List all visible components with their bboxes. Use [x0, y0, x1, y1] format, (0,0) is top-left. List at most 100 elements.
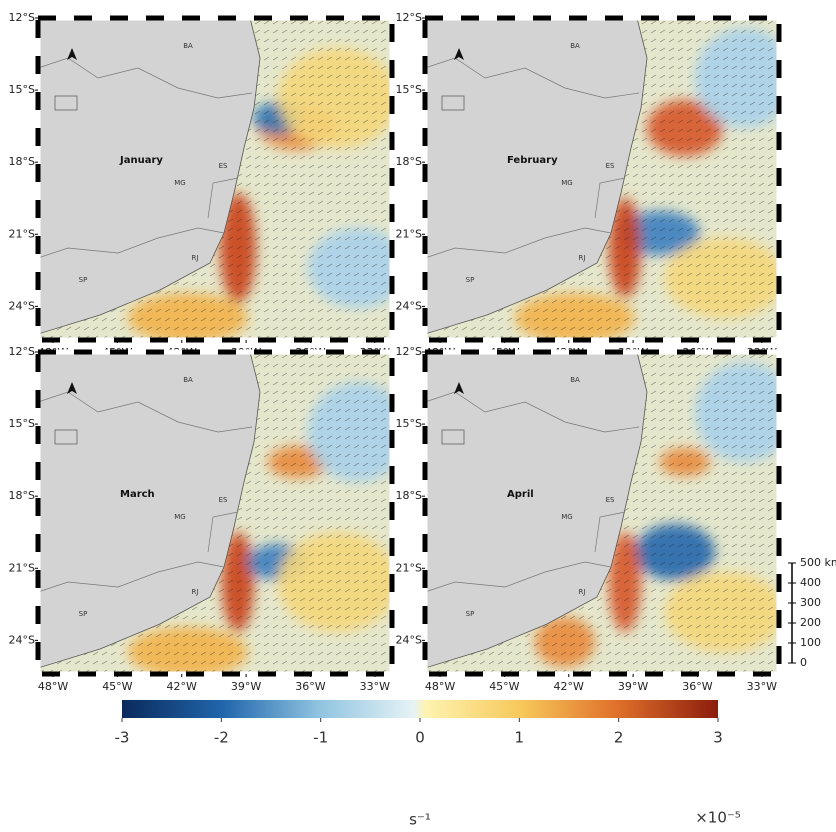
map-panel: BA MG ES RJ SP April 12°S 15°S 18°S 21°S 24°S 48°W 4…: [396, 345, 782, 693]
lat-tick-label: 24°S: [9, 633, 35, 646]
lon-tick-label: 42°W: [167, 680, 197, 693]
region-label: ES: [219, 496, 228, 504]
frame-dashes: [422, 349, 782, 677]
region-label: RJ: [579, 254, 586, 262]
state-border: [207, 511, 239, 553]
colorbar-tick-label: 2: [614, 729, 624, 747]
lon-tick-label: 39°W: [231, 680, 261, 693]
colorbar-tick-label: 1: [515, 729, 525, 747]
scale-tick-label: 100: [800, 636, 821, 649]
region-label: SP: [466, 610, 475, 618]
lat-tick-label: 21°S: [396, 227, 422, 240]
region-label: SP: [79, 276, 88, 284]
region-label: RJ: [192, 254, 199, 262]
df-outline: [441, 429, 465, 445]
region-label: RJ: [579, 588, 586, 596]
state-border: [594, 511, 626, 553]
land: [38, 18, 261, 335]
colorbar: [122, 700, 718, 718]
scale-tick-label: 500 km: [800, 556, 836, 569]
region-label: SP: [79, 610, 88, 618]
lon-tick-label: 45°W: [489, 680, 519, 693]
region-label: MG: [561, 513, 572, 521]
map-content: BA MG ES RJ SP March: [38, 352, 392, 674]
scale-tick-label: 400: [800, 576, 821, 589]
lat-tick-label: 24°S: [396, 299, 422, 312]
lon-tick-label: 36°W: [295, 680, 325, 693]
region-label: ES: [606, 162, 615, 170]
panel-label: January: [119, 155, 163, 166]
land: [425, 352, 648, 669]
region-label: ES: [606, 496, 615, 504]
state-border: [38, 561, 225, 593]
panel-label: March: [120, 489, 155, 500]
scale-tick-label: 0: [800, 656, 807, 669]
lat-tick-label: 21°S: [9, 227, 35, 240]
scale-tick-label: 200: [800, 616, 821, 629]
lat-tick-label: 15°S: [9, 83, 35, 96]
lat-tick-label: 21°S: [9, 561, 35, 574]
state-border: [207, 177, 239, 219]
lon-tick-label: 39°W: [618, 680, 648, 693]
lat-tick-label: 15°S: [9, 417, 35, 430]
lon-tick-label: 48°W: [38, 680, 68, 693]
region-label: RJ: [192, 588, 199, 596]
lat-tick-label: 12°S: [396, 345, 422, 358]
lat-tick-label: 12°S: [9, 11, 35, 24]
region-label: BA: [183, 376, 193, 384]
df-outline: [54, 95, 78, 111]
north-arrow: [67, 382, 77, 394]
region-label: BA: [570, 42, 580, 50]
frame-dashes: [35, 349, 395, 677]
lon-tick-label: 33°W: [360, 680, 390, 693]
map-content: BA MG ES RJ SP January: [38, 18, 392, 340]
lon-tick-label: 45°W: [102, 680, 132, 693]
lon-tick-label: 36°W: [682, 680, 712, 693]
panel-label: February: [507, 155, 558, 166]
df-outline: [54, 429, 78, 445]
region-label: MG: [174, 179, 185, 187]
state-border: [594, 177, 626, 219]
frame-dashes: [35, 15, 395, 343]
lat-tick-label: 21°S: [396, 561, 422, 574]
lon-tick-label: 33°W: [747, 680, 777, 693]
colorbar-tick-label: -2: [214, 729, 229, 747]
lat-tick-label: 15°S: [396, 83, 422, 96]
lat-tick-label: 18°S: [9, 489, 35, 502]
region-label: BA: [183, 42, 193, 50]
state-border: [425, 227, 612, 259]
lon-tick-label: 48°W: [425, 680, 455, 693]
region-label: BA: [570, 376, 580, 384]
colorbar-tick-label: 3: [713, 729, 723, 747]
state-border: [38, 227, 225, 259]
map-panel: BA MG ES RJ SP March 12°S 15°S 18°S 21°S 24°S 48°W 4…: [9, 345, 395, 693]
lat-tick-label: 24°S: [9, 299, 35, 312]
map-panel: BAMGESRJSPFebruary12°S15°S18°S21°S24°S48…: [396, 11, 782, 359]
lat-tick-label: 12°S: [9, 345, 35, 358]
north-arrow: [67, 48, 77, 60]
region-label: ES: [219, 162, 228, 170]
panel-label: April: [507, 489, 534, 500]
map-panel: BAMGESRJSPJanuary12°S15°S18°S21°S24°S48°…: [9, 11, 395, 359]
region-label: SP: [466, 276, 475, 284]
state-border: [425, 561, 612, 593]
colorbar-tick-label: 0: [415, 729, 425, 747]
region-label: MG: [561, 179, 572, 187]
map-content: BA MG ES RJ SP February: [425, 18, 779, 340]
land: [38, 352, 261, 669]
frame-dashes: [422, 15, 782, 343]
lat-tick-label: 24°S: [396, 633, 422, 646]
land: [425, 18, 648, 335]
lat-tick-label: 12°S: [396, 11, 422, 24]
lat-tick-label: 15°S: [396, 417, 422, 430]
scale-tick-label: 300: [800, 596, 821, 609]
map-content: BA MG ES RJ SP April: [425, 352, 779, 674]
north-arrow: [454, 382, 464, 394]
colorbar-multiplier: ×10⁻⁵: [695, 809, 741, 827]
lat-tick-label: 18°S: [396, 489, 422, 502]
lat-tick-label: 18°S: [9, 155, 35, 168]
df-outline: [441, 95, 465, 111]
lon-tick-label: 42°W: [554, 680, 584, 693]
colorbar-tick-label: -3: [115, 729, 130, 747]
